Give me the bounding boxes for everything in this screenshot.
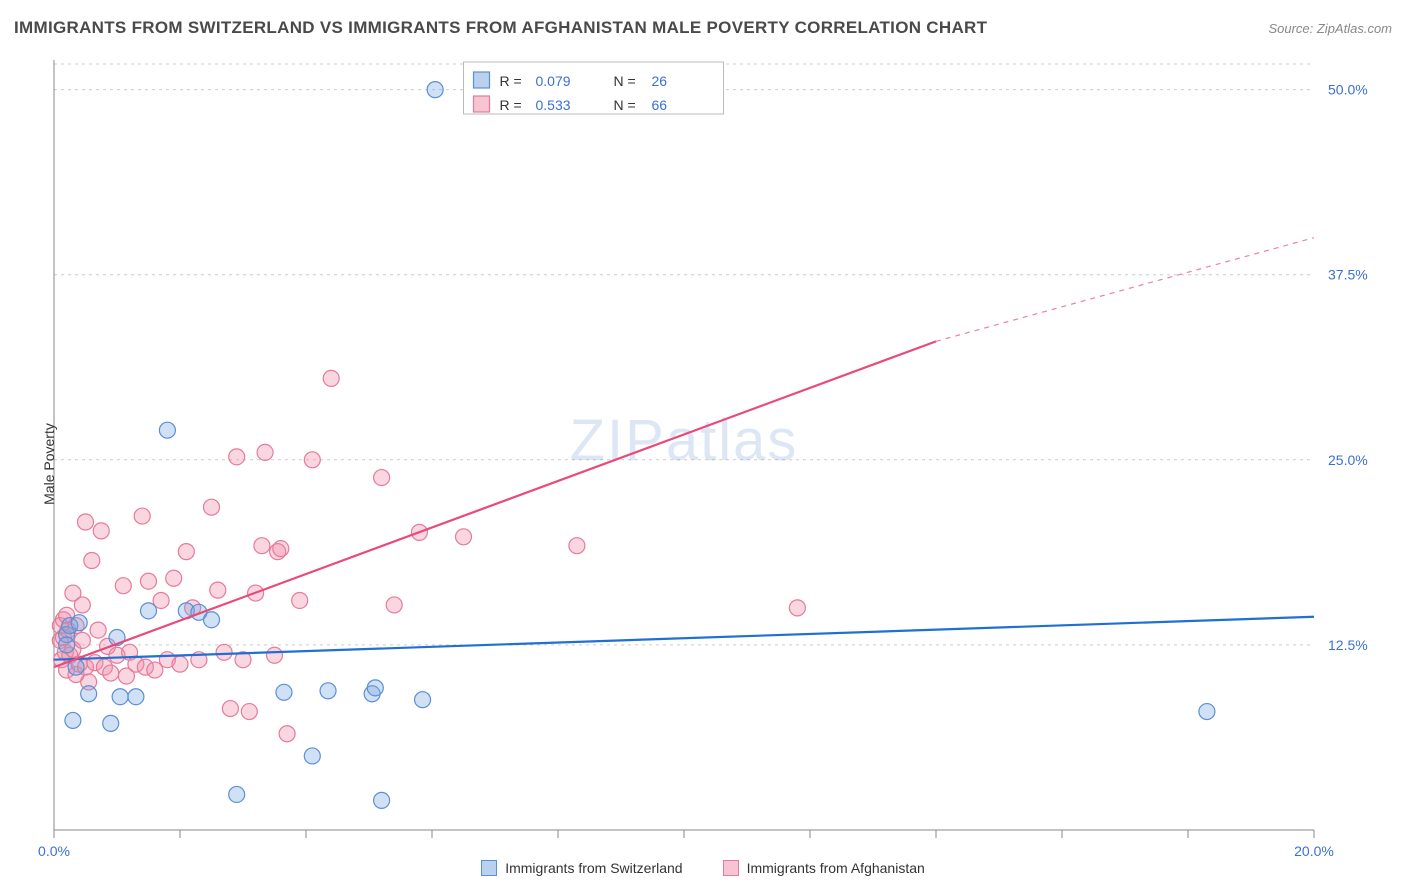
- trend-line-afghanistan: [54, 341, 936, 667]
- data-point-afghanistan: [386, 597, 402, 613]
- data-point-afghanistan: [78, 514, 94, 530]
- stats-n-label: N =: [614, 97, 636, 113]
- stats-n-value: 66: [652, 97, 668, 113]
- stats-swatch: [474, 96, 490, 112]
- legend-swatch-pink: [723, 860, 739, 876]
- data-point-afghanistan: [204, 499, 220, 515]
- data-point-afghanistan: [222, 701, 238, 717]
- data-point-afghanistan: [229, 449, 245, 465]
- stats-r-label: R =: [500, 73, 522, 89]
- data-point-switzerland: [141, 603, 157, 619]
- legend-label: Immigrants from Switzerland: [505, 860, 682, 876]
- header: IMMIGRANTS FROM SWITZERLAND VS IMMIGRANT…: [14, 18, 1392, 38]
- legend-swatch-blue: [481, 860, 497, 876]
- data-point-afghanistan: [166, 570, 182, 586]
- data-point-switzerland: [415, 692, 431, 708]
- chart-container: Male Poverty 12.5%25.0%37.5%50.0%0.0%20.…: [14, 50, 1392, 878]
- data-point-switzerland: [1199, 704, 1215, 720]
- stats-n-value: 26: [652, 73, 668, 89]
- data-point-afghanistan: [292, 592, 308, 608]
- y-tick-label: 37.5%: [1328, 267, 1368, 283]
- stats-swatch: [474, 72, 490, 88]
- data-point-afghanistan: [216, 644, 232, 660]
- data-point-switzerland: [128, 689, 144, 705]
- data-point-afghanistan: [210, 582, 226, 598]
- legend-item-afghanistan: Immigrants from Afghanistan: [723, 860, 925, 876]
- stats-r-value: 0.079: [536, 73, 571, 89]
- data-point-afghanistan: [74, 632, 90, 648]
- source-label: Source: ZipAtlas.com: [1268, 21, 1392, 36]
- x-tick-label: 0.0%: [38, 843, 70, 859]
- data-point-afghanistan: [456, 529, 472, 545]
- data-point-switzerland: [367, 680, 383, 696]
- data-point-switzerland: [374, 792, 390, 808]
- y-tick-label: 25.0%: [1328, 452, 1368, 468]
- data-point-switzerland: [71, 615, 87, 631]
- data-point-switzerland: [159, 422, 175, 438]
- data-point-afghanistan: [569, 538, 585, 554]
- data-point-afghanistan: [74, 597, 90, 613]
- data-point-switzerland: [81, 686, 97, 702]
- data-point-afghanistan: [789, 600, 805, 616]
- trend-line-afghanistan-ext: [936, 238, 1314, 342]
- data-point-afghanistan: [134, 508, 150, 524]
- data-point-switzerland: [112, 689, 128, 705]
- stats-r-label: R =: [500, 97, 522, 113]
- data-point-switzerland: [320, 683, 336, 699]
- data-point-switzerland: [304, 748, 320, 764]
- scatter-chart: 12.5%25.0%37.5%50.0%0.0%20.0%ZIPatlasR =…: [14, 50, 1392, 878]
- data-point-afghanistan: [257, 444, 273, 460]
- data-point-switzerland: [204, 612, 220, 628]
- legend-item-switzerland: Immigrants from Switzerland: [481, 860, 682, 876]
- stats-r-value: 0.533: [536, 97, 571, 113]
- trend-line-switzerland: [54, 617, 1314, 660]
- stats-n-label: N =: [614, 73, 636, 89]
- data-point-afghanistan: [84, 553, 100, 569]
- data-point-afghanistan: [304, 452, 320, 468]
- data-point-afghanistan: [178, 544, 194, 560]
- data-point-switzerland: [65, 712, 81, 728]
- data-point-afghanistan: [273, 541, 289, 557]
- y-tick-label: 50.0%: [1328, 82, 1368, 98]
- x-tick-label: 20.0%: [1294, 843, 1334, 859]
- series-legend: Immigrants from Switzerland Immigrants f…: [14, 860, 1392, 876]
- legend-label: Immigrants from Afghanistan: [747, 860, 925, 876]
- y-tick-label: 12.5%: [1328, 637, 1368, 653]
- data-point-afghanistan: [374, 470, 390, 486]
- data-point-switzerland: [59, 637, 75, 653]
- data-point-afghanistan: [141, 573, 157, 589]
- data-point-afghanistan: [90, 622, 106, 638]
- chart-title: IMMIGRANTS FROM SWITZERLAND VS IMMIGRANT…: [14, 18, 987, 38]
- data-point-afghanistan: [254, 538, 270, 554]
- data-point-afghanistan: [115, 578, 131, 594]
- data-point-switzerland: [427, 82, 443, 98]
- data-point-afghanistan: [279, 726, 295, 742]
- data-point-afghanistan: [241, 704, 257, 720]
- data-point-afghanistan: [172, 656, 188, 672]
- data-point-switzerland: [103, 715, 119, 731]
- data-point-switzerland: [276, 684, 292, 700]
- data-point-afghanistan: [323, 370, 339, 386]
- data-point-switzerland: [229, 786, 245, 802]
- data-point-afghanistan: [103, 665, 119, 681]
- data-point-afghanistan: [267, 647, 283, 663]
- y-axis-label: Male Poverty: [41, 423, 57, 505]
- data-point-afghanistan: [93, 523, 109, 539]
